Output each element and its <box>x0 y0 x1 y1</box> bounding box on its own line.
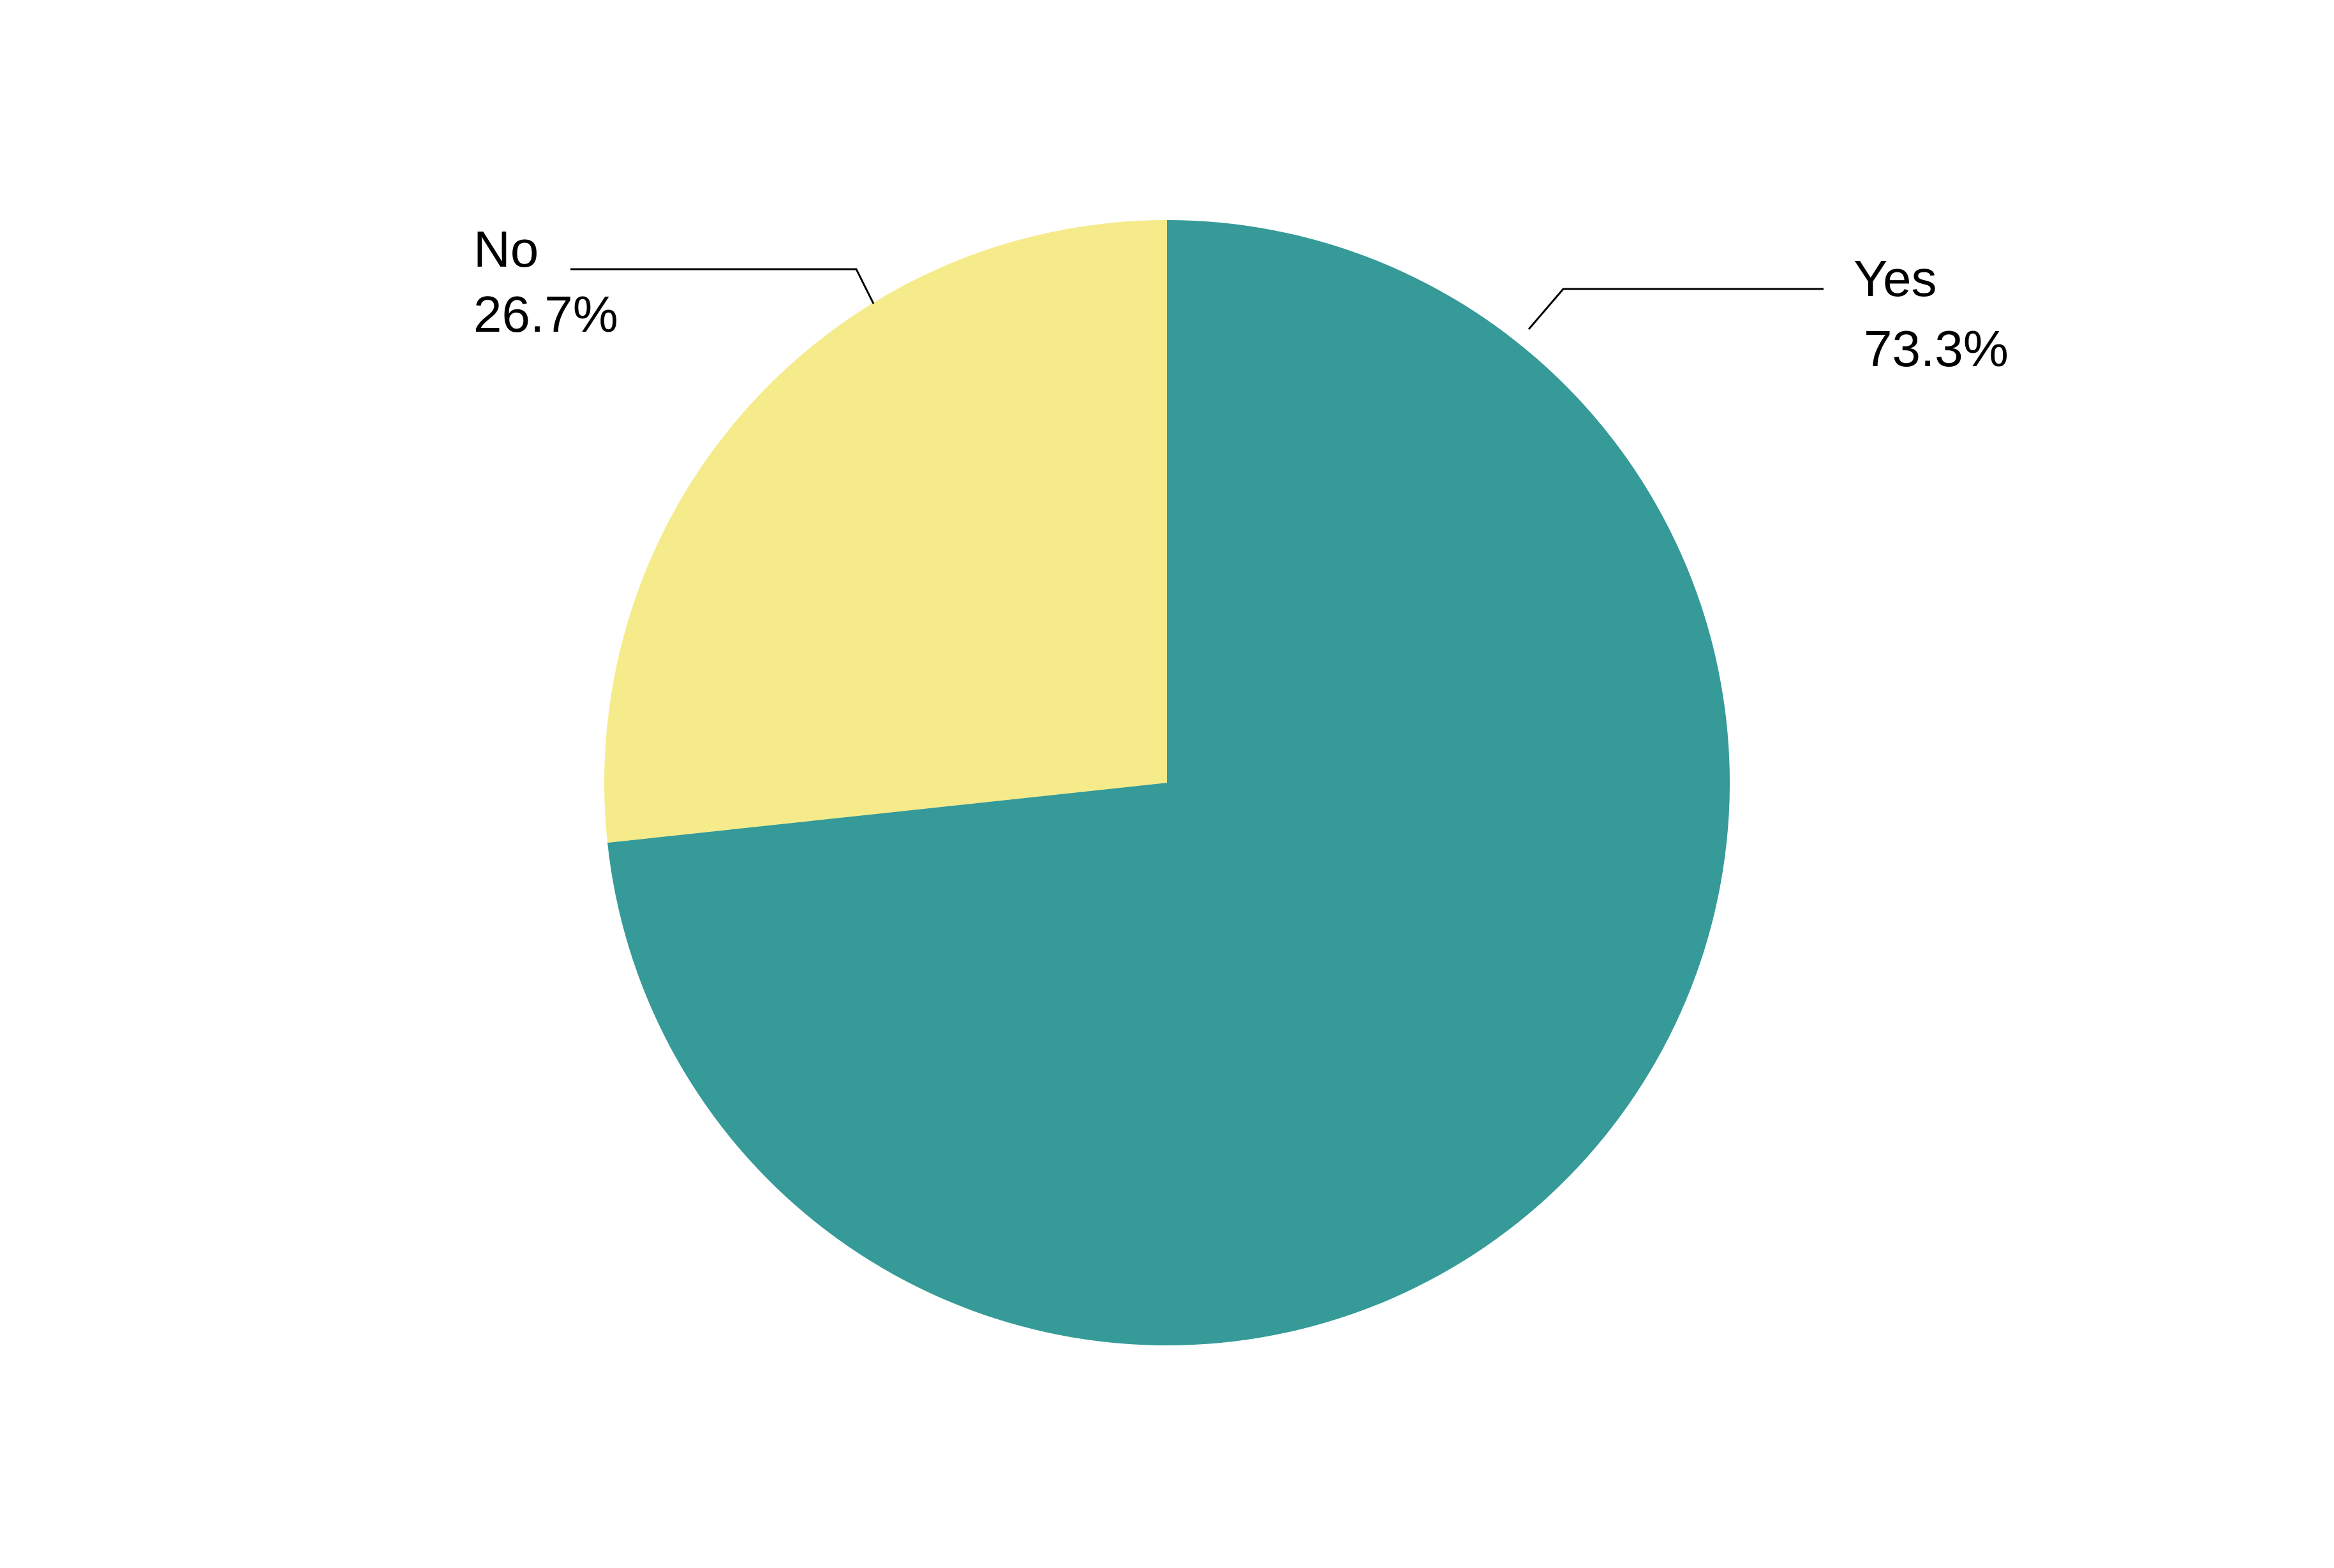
slice-label: No <box>473 221 539 277</box>
slice-label: Yes <box>1854 250 1937 307</box>
value-label: 73.3% <box>1864 320 2009 377</box>
pie-slice <box>607 220 1730 1345</box>
value-label: 26.7% <box>473 286 618 343</box>
leader-line <box>1528 288 1824 330</box>
leader-line <box>570 268 875 304</box>
pie-slice <box>604 220 1167 843</box>
